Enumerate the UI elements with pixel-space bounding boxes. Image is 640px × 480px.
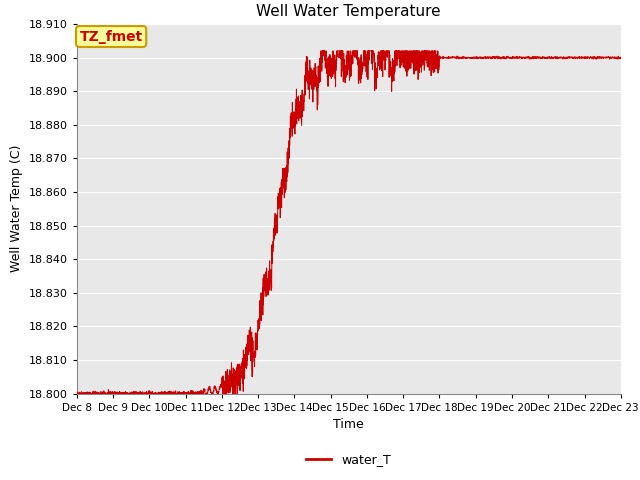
Text: TZ_fmet: TZ_fmet: [79, 30, 143, 44]
Y-axis label: Well Water Temp (C): Well Water Temp (C): [10, 145, 23, 273]
X-axis label: Time: Time: [333, 418, 364, 431]
Legend: water_T: water_T: [301, 448, 396, 471]
Title: Well Water Temperature: Well Water Temperature: [257, 4, 441, 19]
